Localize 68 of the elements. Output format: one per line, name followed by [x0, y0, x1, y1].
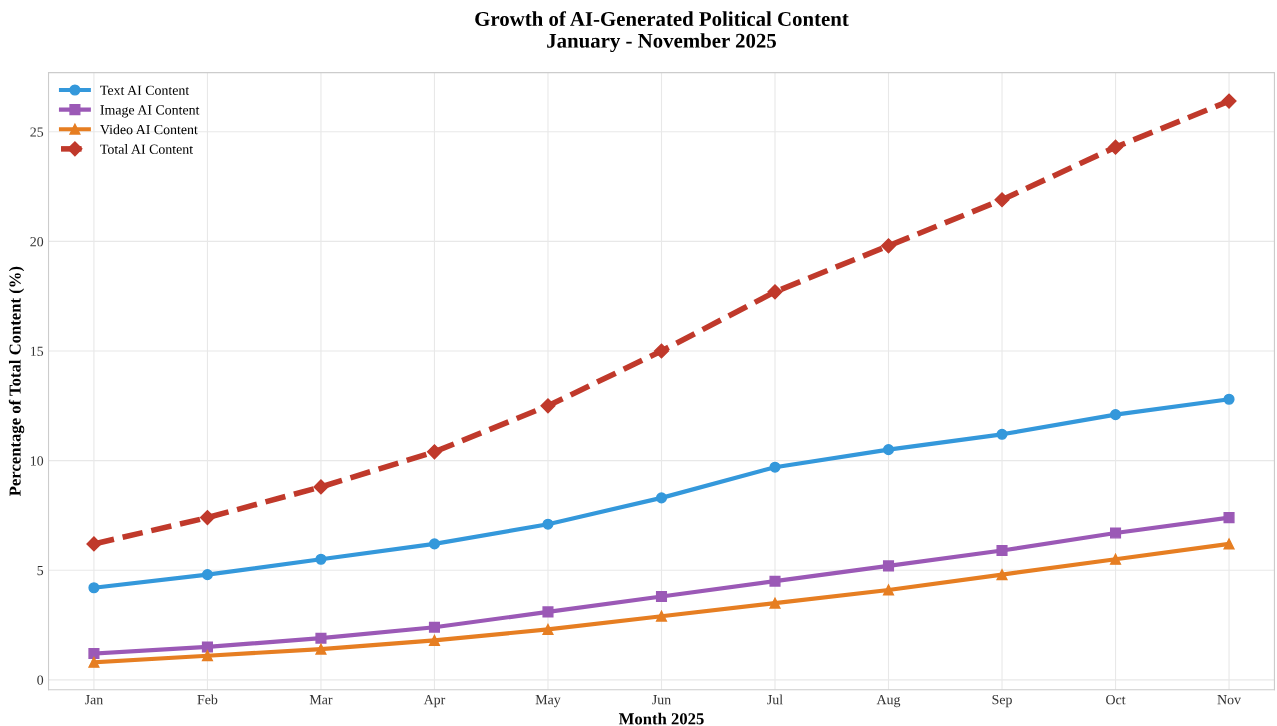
point [880, 238, 897, 254]
y-tick-label: 20 [30, 236, 44, 247]
legend-label: Total AI Content [100, 144, 193, 154]
x-tick-label: Oct [1106, 695, 1126, 705]
point [428, 538, 441, 550]
point [201, 650, 213, 662]
x-tick-label: Apr [423, 695, 446, 708]
point [996, 569, 1008, 581]
point [542, 623, 554, 635]
point [426, 444, 443, 460]
point [86, 536, 102, 552]
x-tick-label: Jun [652, 695, 671, 705]
x-axis-title: Month 2025 [618, 712, 704, 725]
y-tick-label: 15 [31, 346, 44, 356]
x-tick-label: Jan [84, 695, 103, 705]
point [882, 444, 895, 456]
point [1109, 553, 1122, 565]
point [313, 479, 329, 495]
point [540, 398, 556, 414]
y-tick-label: 25 [30, 127, 44, 137]
point [882, 560, 895, 572]
x-tick-label: Sep [992, 695, 1012, 708]
x-tick-label: May [535, 695, 561, 708]
point [1221, 93, 1237, 109]
x-tick-label: Nov [1217, 695, 1241, 705]
legend-label: Video AI Content [100, 124, 198, 135]
point [428, 634, 441, 646]
point [315, 553, 327, 565]
legend-label: Text AI Content [100, 85, 190, 95]
point [882, 584, 895, 596]
point [88, 582, 100, 594]
point [1223, 512, 1235, 524]
point [199, 510, 216, 526]
point [769, 461, 781, 473]
point [428, 621, 441, 633]
legend-label: Image AI Content [100, 105, 200, 118]
y-tick-label: 5 [37, 565, 44, 576]
point [1107, 139, 1124, 155]
y-axis-title: Percentage of Total Content (%) [8, 266, 25, 496]
point [655, 590, 668, 603]
chart-title: Growth of AI-Generated Political Content January - November 2025 [475, 11, 849, 53]
point [653, 343, 670, 359]
point [88, 647, 100, 660]
point [1223, 393, 1235, 405]
point [1109, 527, 1122, 539]
point [542, 606, 554, 618]
point [542, 518, 554, 530]
point [201, 569, 213, 581]
point [996, 544, 1008, 557]
point [201, 641, 213, 653]
x-tick-label: Mar [309, 695, 333, 705]
point [655, 610, 668, 622]
point [315, 632, 327, 644]
x-tick-label: Feb [197, 694, 218, 705]
point [315, 643, 327, 655]
point [769, 597, 781, 609]
y-tick-label: 10 [31, 456, 44, 466]
point [769, 575, 781, 587]
point [994, 192, 1010, 208]
x-tick-label: Aug [876, 694, 901, 708]
point [767, 284, 783, 300]
point [1109, 409, 1122, 421]
point [88, 656, 100, 668]
point [1223, 538, 1235, 550]
point [655, 492, 668, 504]
y-tick-label: 0 [37, 675, 44, 685]
x-tick-label: Jul [767, 694, 783, 705]
point [996, 428, 1008, 440]
